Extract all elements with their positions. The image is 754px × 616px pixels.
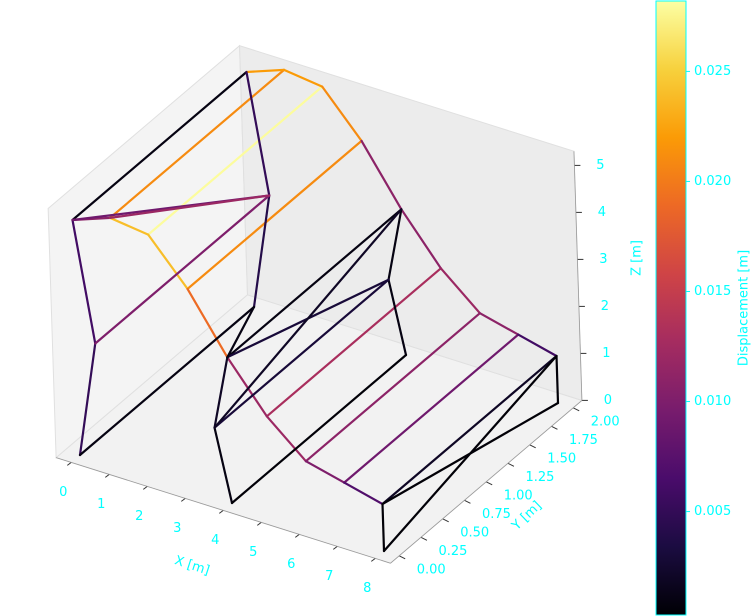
member [387, 278, 408, 357]
colorbar-tick-label: 0.015 [694, 284, 731, 299]
member [213, 278, 390, 429]
y-tick [551, 425, 558, 430]
z-tick-label: 1 [602, 346, 610, 361]
x-tick [256, 522, 262, 526]
x-tick-label: 0 [59, 485, 67, 500]
member [147, 85, 324, 236]
y-tick-label: 0.00 [417, 562, 446, 577]
colorbar-tick-label: 0.010 [694, 394, 731, 409]
member [230, 353, 408, 505]
member [226, 356, 268, 418]
member [343, 333, 520, 484]
y-tick-label: 1.00 [504, 488, 533, 503]
member [71, 70, 248, 222]
member [147, 233, 189, 290]
z-tick-label: 3 [599, 252, 607, 267]
member [517, 333, 558, 358]
member [381, 354, 558, 506]
x-tick [143, 485, 148, 490]
x-tick-label: 3 [173, 521, 181, 536]
member [71, 218, 97, 345]
x-tick [105, 473, 110, 478]
member [387, 208, 403, 281]
member [78, 342, 97, 457]
x-tick [181, 497, 186, 502]
member [252, 194, 271, 309]
x-tick [332, 546, 338, 550]
member [304, 460, 346, 484]
member [108, 216, 150, 236]
y-tick-label: 0.50 [460, 525, 489, 540]
colorbar-tick-label: 0.025 [694, 64, 731, 79]
z-tick-label: 5 [596, 158, 604, 173]
member [186, 287, 229, 359]
x-tick-label: 5 [249, 545, 257, 560]
axis-line [390, 400, 583, 564]
axis-line [573, 151, 583, 401]
member [108, 194, 271, 219]
y-tick [572, 407, 580, 412]
member [265, 415, 307, 463]
z-axis-label: Z [m] [630, 240, 645, 276]
member [213, 208, 403, 429]
x-tick [370, 558, 376, 562]
member [226, 305, 256, 359]
y-tick [485, 481, 493, 486]
axis-line [55, 457, 391, 564]
y-tick-label: 1.25 [525, 470, 554, 485]
y-tick [529, 444, 536, 449]
member [245, 68, 286, 74]
x-tick-label: 4 [211, 533, 219, 548]
x-tick [67, 461, 72, 466]
y-tick-label: 0.75 [482, 507, 511, 522]
y-tick-label: 1.50 [547, 451, 576, 466]
x-tick [294, 534, 300, 538]
member [321, 85, 363, 142]
member [78, 305, 256, 457]
member [400, 208, 442, 270]
colorbar [655, 0, 687, 616]
member [94, 194, 271, 345]
member [265, 267, 442, 418]
x-tick-label: 8 [363, 581, 371, 596]
x-tick-label: 1 [97, 497, 105, 512]
member [282, 68, 324, 88]
y-tick [507, 462, 515, 467]
x-tick-label: 7 [325, 569, 333, 584]
member [555, 354, 560, 405]
member [439, 267, 481, 315]
member [186, 139, 363, 290]
y-axis-label: Y [m] [509, 498, 545, 534]
y-tick [464, 499, 471, 504]
y-tick-label: 1.75 [569, 433, 598, 448]
colorbar-tick-label: 0.020 [694, 174, 731, 189]
colorbar-label: Displacement [m] [737, 250, 752, 366]
y-tick [420, 536, 428, 541]
colorbar-tick-label: 0.005 [694, 504, 731, 519]
member [226, 208, 403, 359]
y-tick-label: 2.00 [591, 414, 620, 429]
member [213, 426, 234, 505]
member [108, 68, 286, 219]
member [478, 312, 520, 336]
y-tick-label: 0.25 [438, 544, 467, 559]
member [360, 139, 403, 211]
z-tick-label: 2 [601, 299, 609, 314]
member [343, 481, 384, 506]
member [213, 356, 229, 429]
x-tick-label: 2 [135, 509, 143, 524]
member [245, 70, 271, 197]
z-tick-label: 0 [604, 393, 612, 408]
y-tick [442, 518, 449, 523]
y-tick [398, 555, 406, 560]
member [304, 312, 481, 463]
x-tick [219, 509, 224, 514]
z-tick-label: 4 [598, 205, 606, 220]
member [381, 502, 386, 553]
member [381, 401, 560, 506]
x-tick-label: 6 [287, 557, 295, 572]
x-axis-label: X [m] [173, 553, 212, 578]
